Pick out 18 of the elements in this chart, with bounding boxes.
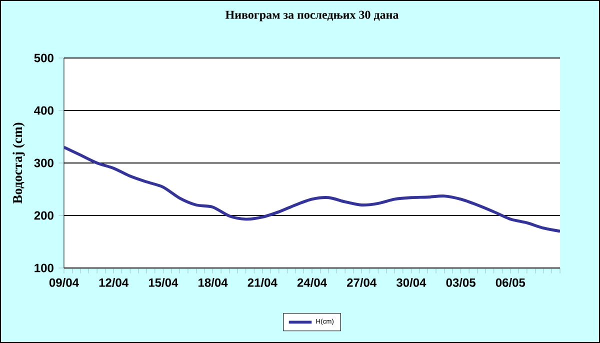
x-tick-label: 18/04 xyxy=(198,278,228,287)
y-tick-label: 200 xyxy=(34,211,54,220)
x-tick-label: 27/04 xyxy=(347,278,377,287)
y-tick-label: 300 xyxy=(34,158,54,168)
x-tick-label: 03/05 xyxy=(446,278,476,287)
x-tick-label: 12/04 xyxy=(99,278,129,287)
y-tick-label: 400 xyxy=(34,106,54,115)
chart-title: Нивограм за последњих 30 дана xyxy=(225,10,399,22)
x-tick-label: 09/04 xyxy=(49,278,79,287)
x-tick-label: 24/04 xyxy=(297,278,327,287)
x-tick-label: 06/05 xyxy=(496,278,526,287)
y-tick-label: 500 xyxy=(34,54,54,62)
y-axis-title: Водостај (cm) xyxy=(12,122,25,204)
x-tick-label: 30/04 xyxy=(396,278,426,287)
line-series xyxy=(64,146,560,233)
x-tick-label: 15/04 xyxy=(148,278,178,287)
x-tick-label: 21/04 xyxy=(248,278,278,287)
y-tick-label: 100 xyxy=(34,264,54,272)
